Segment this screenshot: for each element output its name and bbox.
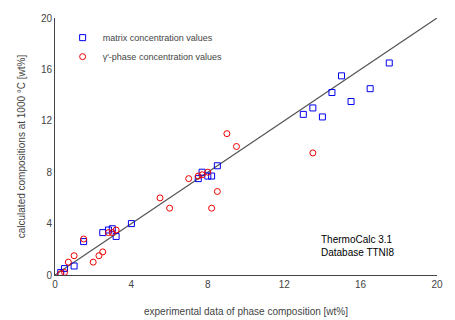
svg-text:20: 20 bbox=[431, 279, 443, 290]
svg-text:experimental data of phase com: experimental data of phase composition [… bbox=[144, 306, 348, 317]
svg-text:0: 0 bbox=[52, 279, 58, 290]
svg-text:0: 0 bbox=[46, 270, 52, 281]
svg-text:8: 8 bbox=[205, 279, 211, 290]
svg-text:ThermoCalc 3.1Database TTNI8: ThermoCalc 3.1Database TTNI8 bbox=[321, 234, 395, 258]
svg-text:calculated compositions at 100: calculated compositions at 1000 °C [wt%] bbox=[16, 55, 27, 239]
svg-text:4: 4 bbox=[129, 279, 135, 290]
svg-text:12: 12 bbox=[41, 115, 53, 126]
svg-text:4: 4 bbox=[46, 218, 52, 229]
svg-text:16: 16 bbox=[355, 279, 367, 290]
svg-text:matrix concentration values: matrix concentration values bbox=[103, 33, 213, 43]
svg-text:γ'-phase concentration values: γ'-phase concentration values bbox=[103, 52, 222, 62]
svg-text:20: 20 bbox=[41, 13, 53, 24]
svg-text:16: 16 bbox=[41, 64, 53, 75]
svg-text:8: 8 bbox=[46, 167, 52, 178]
svg-text:12: 12 bbox=[279, 279, 291, 290]
